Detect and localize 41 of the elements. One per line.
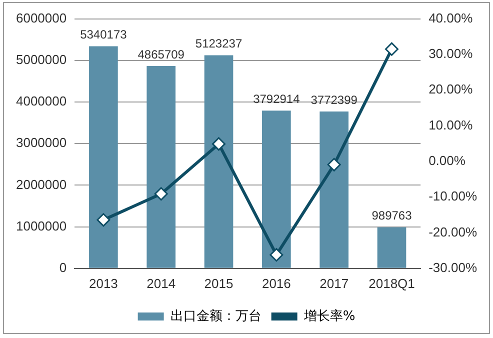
bar xyxy=(320,111,349,268)
bar xyxy=(204,55,234,268)
y2-tick-label: -20.00% xyxy=(428,224,478,240)
bar xyxy=(262,110,291,268)
y2-tick-label: -10.00% xyxy=(428,188,478,204)
y2-tick-label: 40.00% xyxy=(428,10,474,26)
y-tick-label: 5000000 xyxy=(16,52,67,67)
legend-label: 出口金额：万台 xyxy=(170,308,262,324)
data-label: 4865709 xyxy=(138,47,185,62)
data-label: 989763 xyxy=(372,208,412,223)
x-tick-label: 2018Q1 xyxy=(368,276,415,291)
y-tick-label: 6000000 xyxy=(16,10,67,26)
x-tick-label: 2016 xyxy=(262,276,291,291)
bar xyxy=(89,46,118,268)
bar xyxy=(146,66,176,268)
y2-tick-label: -30.00% xyxy=(428,260,478,275)
y2-tick-label: 10.00% xyxy=(428,117,474,132)
point xyxy=(154,187,168,201)
x-tick-label: 2017 xyxy=(320,276,349,291)
y-tick-label: 2000000 xyxy=(16,176,67,192)
y-tick-label: 3000000 xyxy=(16,135,67,150)
legend-label: 增长率% xyxy=(302,308,356,324)
point xyxy=(385,42,398,56)
y2-tick-label: 20.00% xyxy=(428,82,474,97)
y2-tick-label: 0.00% xyxy=(428,153,466,168)
point xyxy=(327,158,341,172)
data-label: 5123237 xyxy=(195,36,242,51)
y-tick-label: 1000000 xyxy=(16,218,67,234)
y-tick-label: 4000000 xyxy=(16,94,67,109)
point xyxy=(212,137,226,151)
point xyxy=(270,248,284,262)
x-tick-label: 2013 xyxy=(88,276,118,291)
data-label: 3772399 xyxy=(310,92,358,107)
x-tick-label: 2014 xyxy=(146,276,176,291)
point xyxy=(96,213,110,227)
data-label: 3792914 xyxy=(253,92,300,106)
x-tick-label: 2015 xyxy=(204,276,234,291)
y-tick-label: 0 xyxy=(59,260,67,275)
y2-tick-label: 30.00% xyxy=(428,46,474,62)
data-label: 5340173 xyxy=(80,28,128,42)
bar xyxy=(377,227,406,268)
